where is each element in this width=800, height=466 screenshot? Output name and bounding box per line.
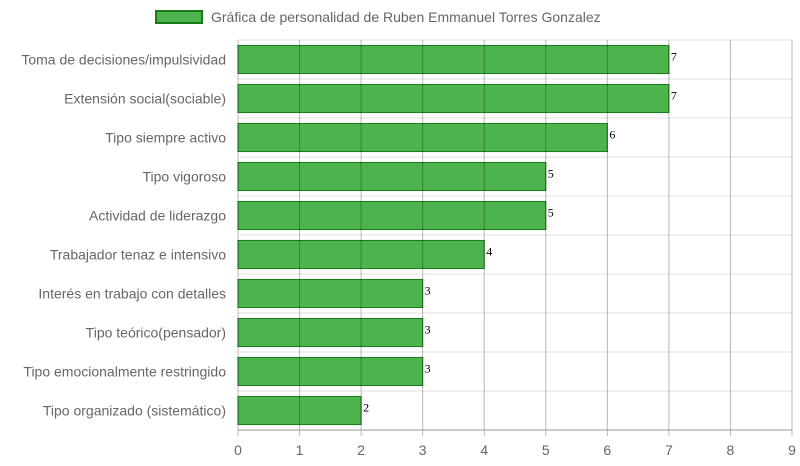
- data-label: 5: [548, 205, 554, 219]
- x-tick-label: 6: [603, 442, 611, 458]
- data-label: 5: [548, 166, 554, 180]
- bar: [237, 161, 547, 192]
- category-label: Toma de decisiones/impulsividad: [21, 52, 226, 68]
- bar: [237, 44, 670, 75]
- data-label: 2: [363, 400, 369, 414]
- legend[interactable]: Gráfica de personalidad de Ruben Emmanue…: [155, 9, 601, 25]
- category-label: Tipo emocionalmente restringido: [23, 364, 226, 380]
- bar: [237, 317, 424, 348]
- x-tick-label: 3: [419, 442, 427, 458]
- category-label: Tipo siempre activo: [105, 130, 226, 146]
- category-label: Tipo organizado (sistemático): [43, 403, 226, 419]
- data-label: 7: [671, 88, 677, 102]
- x-tick-label: 8: [727, 442, 735, 458]
- data-label: 7: [671, 49, 677, 63]
- bar: [237, 83, 670, 114]
- legend-label: Gráfica de personalidad de Ruben Emmanue…: [211, 9, 601, 25]
- x-tick-label: 4: [480, 442, 488, 458]
- data-label: 3: [425, 283, 431, 297]
- bar: [237, 278, 424, 309]
- category-label: Actividad de liderazgo: [89, 208, 226, 224]
- x-tick-label: 2: [357, 442, 365, 458]
- legend-swatch: [155, 10, 203, 24]
- category-label: Tipo teórico(pensador): [86, 325, 226, 341]
- bar: [237, 239, 485, 270]
- x-tick-label: 5: [542, 442, 550, 458]
- x-tick-label: 0: [234, 442, 242, 458]
- x-tick-label: 7: [665, 442, 673, 458]
- bar: [237, 122, 608, 153]
- data-label: 4: [486, 244, 492, 258]
- data-label: 3: [425, 361, 431, 375]
- category-label: Tipo vigoroso: [142, 169, 226, 185]
- x-tick-label: 9: [788, 442, 796, 458]
- bar: [237, 356, 424, 387]
- category-label: Trabajador tenaz e intensivo: [50, 247, 226, 263]
- bar: [237, 200, 547, 231]
- category-label: Interés en trabajo con detalles: [38, 286, 226, 302]
- bar: [237, 395, 362, 426]
- category-label: Extensión social(sociable): [64, 91, 226, 107]
- data-label: 3: [425, 322, 431, 336]
- x-tick-label: 1: [296, 442, 304, 458]
- data-label: 6: [609, 127, 615, 141]
